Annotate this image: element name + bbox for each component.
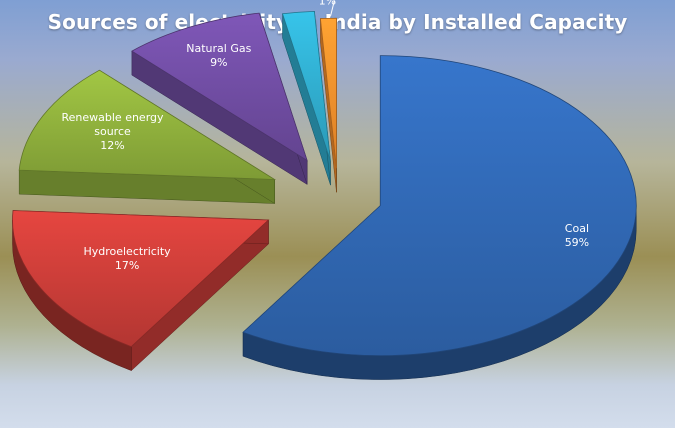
chart-title: Sources of electricity in India by Insta… xyxy=(47,10,628,34)
slice-tops xyxy=(12,10,637,357)
slice-label-natural-gas: Natural Gas 9% xyxy=(186,42,251,69)
slice-labels: Coal 59% Hydroelectricity 17% Renewable ener… xyxy=(62,0,590,272)
slice-label-nuclear: Nuclear2% xyxy=(273,0,316,1)
slice-natural-gas xyxy=(131,12,308,162)
slice-label-renewable-energy-source: Renewable energy source 12% xyxy=(62,111,165,152)
slice-label-oil: Oil1% xyxy=(319,0,336,7)
slice-coal xyxy=(242,55,637,357)
slice-renewable-energy-source xyxy=(18,69,277,180)
oil-leader-line xyxy=(329,0,335,17)
slice-label-hydroelectricity: Hydroelectricity 17% xyxy=(83,245,171,272)
slice-label-coal: Coal 59% xyxy=(565,222,589,249)
slice-hydroelectricity xyxy=(12,210,270,348)
slice-nuclear xyxy=(281,10,331,162)
slice-oil xyxy=(319,17,337,169)
